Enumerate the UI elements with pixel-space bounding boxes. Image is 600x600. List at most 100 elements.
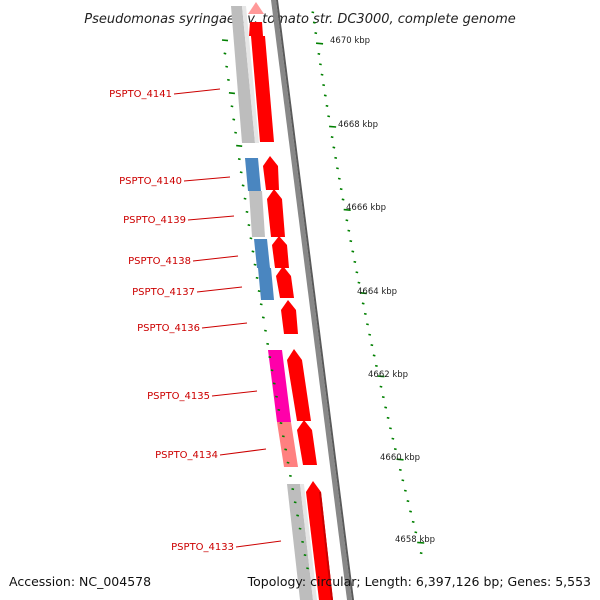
inner-tick — [281, 435, 285, 438]
feature-block-4139 — [249, 191, 265, 237]
ruler-tick — [355, 271, 359, 274]
cds-arrow-4141 — [251, 36, 274, 142]
inner-tick — [232, 118, 236, 121]
cds-arrow-4133 — [306, 481, 333, 600]
ruler-tick — [334, 156, 338, 159]
ruler-tick — [315, 42, 324, 45]
inner-tick — [237, 158, 241, 161]
inner-tick — [239, 171, 243, 174]
inner-tick — [221, 39, 229, 42]
ruler-tick — [391, 437, 395, 440]
ruler-tick — [398, 468, 402, 471]
ruler-tick — [359, 292, 367, 295]
topology-text: Topology: circular; Length: 6,397,126 bp… — [247, 574, 591, 589]
ruler-tick — [351, 250, 355, 253]
ruler-tick — [379, 385, 383, 388]
gene-label-4135: PSPTO_4135 — [147, 391, 210, 402]
ruler-tick — [320, 73, 324, 76]
inner-tick — [259, 303, 263, 306]
gene-label-4139: PSPTO_4139 — [123, 215, 186, 226]
ruler-tick — [337, 177, 341, 180]
ruler-tick — [411, 520, 415, 523]
ruler-label-4660: 4660 kbp — [380, 453, 420, 463]
gene-labels: PSPTO_4141 PSPTO_4140 PSPTO_4139 PSPTO_4… — [109, 88, 282, 553]
ruler-tick — [374, 364, 378, 367]
position-ruler — [311, 11, 425, 555]
inner-tick — [275, 395, 278, 398]
ruler-tick — [419, 552, 423, 555]
cds-arrow-4138 — [272, 236, 289, 268]
feature-block-4141 — [231, 6, 255, 143]
cds-arrow-4134 — [297, 420, 317, 465]
ruler-tick — [329, 125, 337, 128]
gene-label-4141: PSPTO_4141 — [109, 89, 172, 100]
ruler-labels: 4670 kbp 4668 kbp 4666 kbp 4664 kbp 4662… — [330, 36, 435, 545]
inner-tick — [301, 540, 304, 543]
ruler-tick — [406, 500, 410, 503]
ruler-tick — [347, 229, 351, 232]
inner-tick — [234, 131, 238, 134]
ruler-tick — [330, 136, 334, 139]
accession-text: Accession: NC_004578 — [9, 574, 151, 589]
cds-arrow-4136 — [281, 300, 298, 334]
inner-tick — [226, 78, 230, 81]
gene-label-4137: PSPTO_4137 — [132, 287, 195, 298]
ruler-tick — [339, 188, 343, 191]
genome-backbone — [271, 0, 354, 600]
ruler-tick — [386, 416, 390, 419]
inner-tick — [253, 263, 257, 266]
inner-tick — [261, 316, 265, 319]
inner-tick — [288, 474, 292, 477]
ruler-tick — [370, 344, 374, 347]
inner-tick — [230, 105, 234, 108]
cds-arrow-4137 — [276, 266, 294, 298]
ruler-label-4664: 4664 kbp — [357, 287, 397, 297]
ruler-label-4670: 4670 kbp — [330, 36, 370, 46]
inner-tick — [228, 92, 236, 95]
ruler-tick — [317, 52, 321, 55]
ruler-tick — [389, 427, 392, 430]
ruler-tick — [336, 167, 339, 170]
ruler-label-4662: 4662 kbp — [368, 370, 408, 380]
inner-tick — [284, 448, 288, 451]
inner-tick — [243, 197, 247, 200]
ruler-tick — [318, 63, 322, 66]
gene-label-4136: PSPTO_4136 — [137, 323, 200, 334]
inner-tick — [272, 382, 276, 385]
inner-tick — [257, 290, 261, 293]
ruler-tick — [409, 510, 412, 513]
ruler-tick — [327, 115, 331, 118]
ruler-tick — [396, 458, 404, 461]
inner-tick — [291, 488, 295, 491]
inner-tick — [251, 250, 255, 253]
ruler-tick — [323, 94, 327, 97]
inner-tick — [223, 52, 227, 55]
ruler-tick — [372, 354, 376, 357]
ruler-tick — [349, 240, 353, 243]
inner-tick — [247, 224, 251, 227]
ruler-tick — [384, 406, 388, 409]
inner-tick — [286, 461, 290, 464]
ruler-tick — [341, 198, 345, 201]
inner-tick — [293, 501, 297, 504]
ruler-tick — [311, 11, 315, 14]
feature-track — [231, 6, 317, 600]
cds-track — [248, 2, 333, 600]
ruler-tick — [414, 531, 418, 534]
inner-tick — [296, 514, 300, 517]
inner-tick — [241, 184, 245, 187]
inner-tick — [249, 237, 253, 240]
inner-tick — [266, 342, 270, 345]
cds-arrow-4135 — [287, 349, 311, 421]
feature-block-4141-shade — [242, 6, 259, 143]
ruler-tick — [325, 104, 329, 107]
ruler-tick — [377, 375, 385, 378]
inner-tick — [277, 408, 281, 411]
map-title: Pseudomonas syringae pv. tomato str. DC3… — [84, 12, 516, 27]
cds-arrow-4133-shade — [319, 492, 333, 600]
ruler-tick — [368, 333, 372, 336]
ruler-tick — [345, 219, 349, 222]
gene-label-4133: PSPTO_4133 — [171, 542, 234, 553]
